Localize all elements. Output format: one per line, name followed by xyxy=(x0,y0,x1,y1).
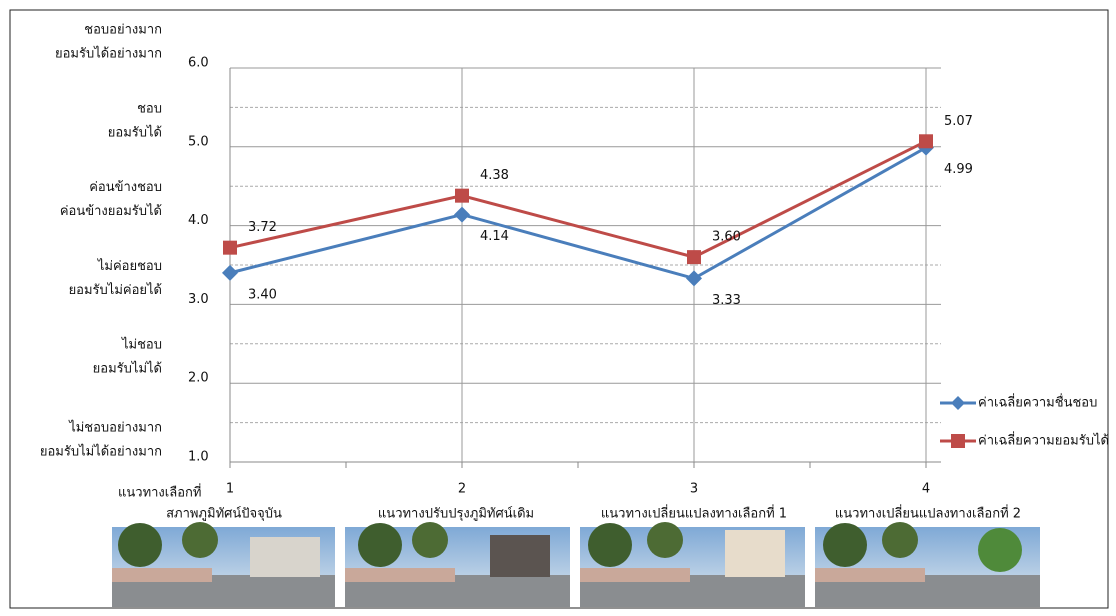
series: 3.40 4.14 3.33 4.99 xyxy=(222,139,973,308)
y-level-label: ไม่ชอบ xyxy=(121,337,162,353)
value-label: 4.99 xyxy=(944,162,973,177)
marker xyxy=(455,188,469,203)
legend-item: ค่าเฉลี่ยความชื่นชอบ xyxy=(940,394,1097,411)
marker xyxy=(222,264,238,281)
y-tick-label: 1.0 xyxy=(188,450,209,465)
legend-marker xyxy=(951,434,965,448)
y-level-label: ไม่ชอบอย่างมาก xyxy=(68,420,162,436)
marker xyxy=(919,134,933,149)
marker xyxy=(687,250,701,265)
category-label: สภาพภูมิทัศน์ปัจจุบัน xyxy=(166,506,282,522)
y-level-label: ยอมรับไม่ค่อยได้ xyxy=(69,282,162,298)
legend-marker xyxy=(951,396,965,410)
x-tick-label: 2 xyxy=(458,482,466,497)
y-tick-label: 4.0 xyxy=(188,213,209,228)
photo xyxy=(112,522,335,607)
x-tick-label: 3 xyxy=(690,482,698,497)
photo xyxy=(345,522,570,607)
y-level-label: ชอบ xyxy=(137,101,162,116)
marker xyxy=(454,206,470,223)
photos xyxy=(112,522,1040,607)
y-level-label: ค่อนข้างชอบ xyxy=(89,180,162,195)
y-level-label: ชอบอย่างมาก xyxy=(84,23,162,38)
legend-label: ค่าเฉลี่ยความยอมรับได้ xyxy=(978,432,1109,449)
x-tick-label: 4 xyxy=(922,482,930,497)
y-tick-label: 3.0 xyxy=(188,292,209,307)
value-label: 3.40 xyxy=(248,287,277,302)
y-level-label: ยอมรับได้ xyxy=(108,124,162,140)
frame xyxy=(9,9,1109,609)
line xyxy=(229,146,927,281)
legend-item: ค่าเฉลี่ยความยอมรับได้ xyxy=(940,432,1109,449)
y-level-label: ยอมรับไม่ได้อย่างมาก xyxy=(40,444,162,460)
marker xyxy=(686,270,702,287)
y-tick-label: 5.0 xyxy=(188,134,209,149)
category-label: แนวทางเปลี่ยนแปลงทางเลือกที่ 1 xyxy=(601,505,787,522)
value-label: 3.72 xyxy=(248,220,277,235)
value-label: 4.38 xyxy=(480,168,509,183)
y-level-label: ยอมรับได้อย่างมาก xyxy=(55,46,162,62)
photo xyxy=(580,522,805,607)
y-level-label: ไม่ค่อยชอบ xyxy=(97,258,162,274)
value-label: 3.33 xyxy=(712,293,741,308)
value-label: 5.07 xyxy=(944,114,973,129)
category-label: แนวทางเปลี่ยนแปลงทางเลือกที่ 2 xyxy=(835,505,1021,522)
value-label: 3.60 xyxy=(712,230,741,245)
category-label: แนวทางปรับปรุงภูมิทัศน์เดิม xyxy=(378,506,534,522)
series: 3.72 4.38 3.60 5.07 xyxy=(223,114,973,265)
marker xyxy=(223,240,237,255)
value-label: 4.14 xyxy=(480,229,509,244)
legend-label: ค่าเฉลี่ยความชื่นชอบ xyxy=(978,394,1097,411)
y-tick-label: 6.0 xyxy=(188,56,209,71)
x-axis-title: แนวทางเลือกที่ xyxy=(118,484,201,501)
x-tick-label: 1 xyxy=(226,482,234,497)
y-level-label: ค่อนข้างยอมรับได้ xyxy=(60,203,162,219)
line xyxy=(229,139,927,259)
y-level-label: ยอมรับไม่ได้ xyxy=(93,361,162,377)
photo xyxy=(815,522,1040,607)
y-tick-label: 2.0 xyxy=(188,371,209,386)
